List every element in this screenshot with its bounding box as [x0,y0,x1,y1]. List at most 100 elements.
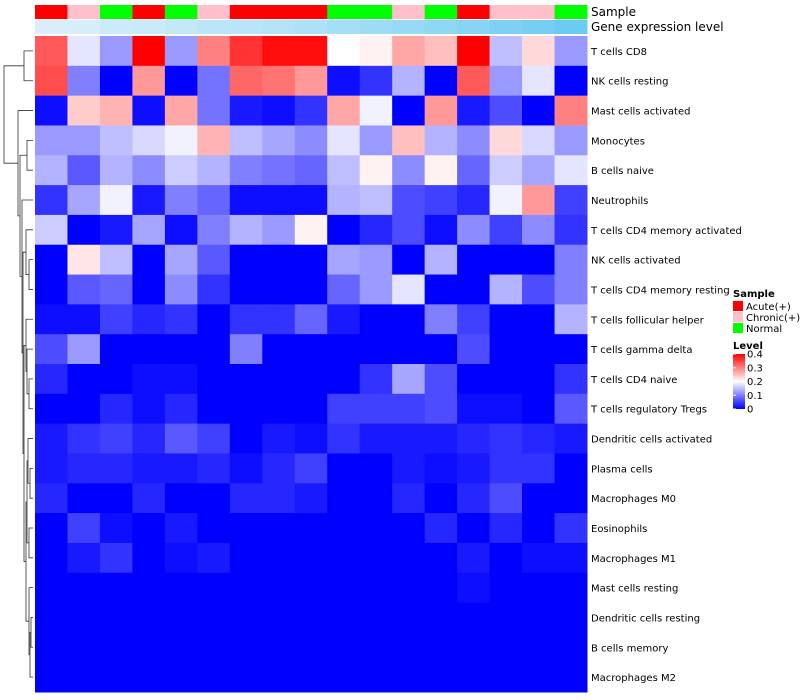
gene-level-cell [327,20,361,34]
heatmap-cell [294,125,328,156]
heatmap-cell [35,274,68,305]
heatmap-cell [554,602,588,633]
heatmap-cell [262,214,296,246]
heatmap-cell [262,423,296,454]
heatmap-cell [294,155,328,186]
heatmap-cell [99,453,133,484]
heatmap-cell [554,214,588,246]
heatmap-cell [327,155,361,186]
heatmap-cell [457,453,491,484]
heatmap-cell [522,483,556,514]
heatmap-cell [554,125,588,156]
heatmap-cell [489,95,523,126]
heatmap-cell [229,304,263,335]
heatmap-cell [294,423,328,454]
heatmap-cell [229,274,263,305]
heatmap-cell [392,453,426,484]
gene-level-cell [457,20,491,34]
heatmap-cell [197,185,231,216]
heatmap-cell [229,244,263,276]
sample-cell [392,5,426,19]
heatmap-cell [424,274,458,305]
heatmap-cell [164,632,198,663]
heatmap-cell [392,125,426,156]
legend-tick-label: 0.1 [747,391,763,402]
heatmap-cell [67,513,101,544]
heatmap-cell [457,36,491,67]
heatmap-cell [424,662,458,693]
legend-entry-label: Normal [746,324,782,335]
heatmap-cell [294,304,328,335]
sample-cell [457,5,491,19]
heatmap-cell [132,662,166,693]
sample-cell [35,5,68,19]
heatmap-cell [197,483,231,514]
heatmap-cell [489,393,523,425]
heatmap-cell [164,423,198,454]
heatmap-cell [522,125,556,156]
sample-cell [67,5,101,19]
row-label: T cells CD4 memory resting [590,285,730,296]
heatmap-cell [132,572,166,604]
heatmap-cell [554,155,588,186]
heatmap-cell [67,572,101,604]
heatmap-cell [327,125,361,156]
heatmap-cell [99,274,133,305]
sample-cell [229,5,263,19]
heatmap-cell [262,513,296,544]
heatmap-cell [522,393,556,425]
heatmap-cell [554,36,588,67]
heatmap-cell [392,513,426,544]
heatmap-cell [99,125,133,156]
heatmap-cell [35,334,68,365]
heatmap-cell [424,214,458,246]
heatmap-cell [99,155,133,186]
heatmap-cell [457,542,491,574]
heatmap-cell [229,334,263,365]
heatmap-cell [229,423,263,454]
heatmap-cell [67,334,101,365]
heatmap-cell [424,334,458,365]
heatmap-cell [522,542,556,574]
sample-cell [197,5,231,19]
heatmap-cell [229,364,263,395]
gene-level-cell [554,20,588,34]
row-label: Dendritic cells resting [591,613,700,624]
heatmap-cell [424,95,458,126]
heatmap-cell [457,125,491,156]
heatmap-cell [294,632,328,663]
dendrogram-branch [26,348,33,395]
heatmap-cell [457,185,491,216]
heatmap-cell [457,155,491,186]
heatmap-cell [424,185,458,216]
heatmap-cell [99,304,133,335]
heatmap-cell [99,65,133,97]
heatmap-cell [132,65,166,97]
legend-swatch [733,312,743,322]
gene-level-cell [522,20,556,34]
heatmap-cell [457,334,491,365]
heatmap-cell [294,244,328,276]
heatmap-cell [35,65,68,97]
heatmap-cell [424,542,458,574]
legend-swatch [733,301,743,311]
heatmap-cell [99,185,133,216]
heatmap-cell [262,662,296,693]
heatmap-cell [457,274,491,305]
heatmap-cell [67,155,101,186]
heatmap-cell [489,244,523,276]
heatmap-cell [35,483,68,514]
legend-tick-label: 0.3 [747,363,763,374]
heatmap-cell [262,155,296,186]
heatmap-cell [554,274,588,305]
sample-cell [132,5,166,19]
heatmap-cell [294,65,328,97]
heatmap-cell [359,36,393,67]
heatmap-cell [489,125,523,156]
heatmap-cell [424,304,458,335]
heatmap-cell [67,244,101,276]
heatmap-cell [132,632,166,663]
heatmap-cell [262,65,296,97]
heatmap-cell [67,364,101,395]
heatmap-cell [457,214,491,246]
